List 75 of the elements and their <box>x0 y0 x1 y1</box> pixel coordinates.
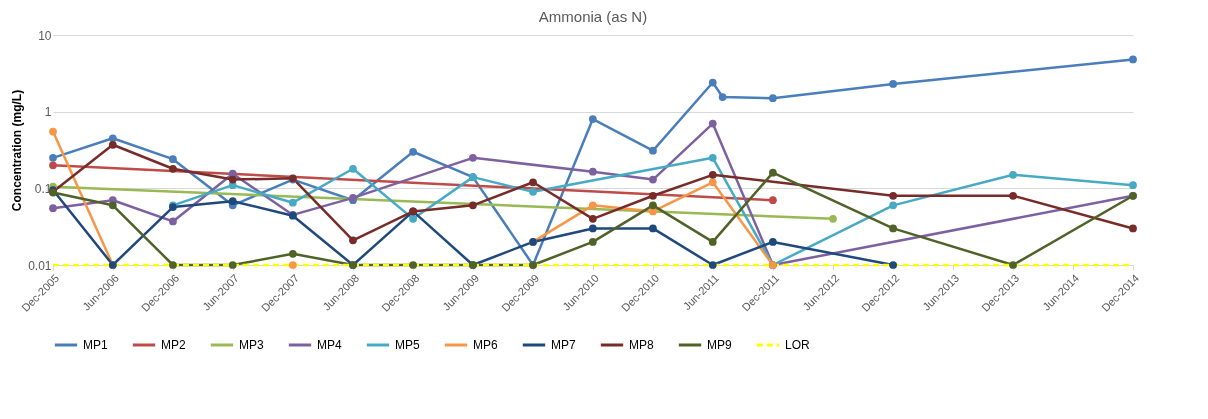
point <box>409 214 417 223</box>
legend-label: MP9 <box>707 338 732 352</box>
legend-label: MP6 <box>473 338 498 352</box>
point <box>769 238 777 246</box>
legend-label: MP5 <box>395 338 420 352</box>
legend-label: MP1 <box>83 338 108 352</box>
point <box>708 119 717 128</box>
point <box>49 127 57 136</box>
chart-title: Ammonia (as N) <box>538 8 648 25</box>
point <box>588 201 597 210</box>
point <box>708 78 717 87</box>
point <box>108 134 117 143</box>
point <box>1009 261 1017 269</box>
legend-label: MP7 <box>551 338 576 352</box>
point <box>349 236 357 245</box>
y-tick-label: 1 <box>44 105 52 120</box>
point <box>169 217 177 226</box>
point <box>409 261 417 269</box>
point <box>409 147 417 156</box>
point <box>288 249 297 258</box>
point <box>769 168 777 177</box>
point <box>588 115 597 123</box>
point <box>228 261 237 269</box>
point <box>708 261 717 269</box>
point <box>108 201 117 210</box>
legend-label: LOR <box>785 338 811 352</box>
point <box>649 191 657 200</box>
point <box>1009 191 1017 200</box>
point <box>1129 55 1137 64</box>
point <box>708 170 717 179</box>
y-axis-title: Concentration (mg/L) <box>10 89 25 212</box>
point <box>349 164 357 173</box>
point <box>1129 181 1137 190</box>
legend-label: MP8 <box>629 338 654 352</box>
point <box>169 261 177 269</box>
point <box>889 80 898 88</box>
point <box>49 204 57 213</box>
point <box>288 198 297 207</box>
point <box>169 164 177 173</box>
point <box>769 94 777 103</box>
point <box>469 201 477 210</box>
point <box>889 201 898 210</box>
point <box>1129 224 1137 233</box>
point <box>228 197 237 206</box>
point <box>889 224 898 233</box>
point <box>718 93 727 101</box>
point <box>49 161 57 170</box>
y-tick-label: 10 <box>38 28 52 43</box>
point <box>829 214 837 223</box>
point <box>889 191 898 200</box>
point <box>169 155 177 164</box>
point <box>49 153 57 162</box>
point <box>649 224 657 233</box>
point <box>469 153 477 162</box>
point <box>529 178 537 187</box>
point <box>588 167 597 176</box>
point <box>588 214 597 223</box>
point <box>588 224 597 233</box>
point <box>529 187 537 196</box>
point <box>649 201 657 210</box>
point <box>708 238 717 246</box>
point <box>708 178 717 187</box>
point <box>649 175 657 184</box>
point <box>228 175 237 184</box>
point <box>649 146 657 155</box>
point <box>889 261 898 269</box>
point <box>769 196 777 205</box>
legend-label: MP4 <box>317 338 342 352</box>
point <box>108 140 117 149</box>
point <box>708 153 717 162</box>
y-tick-label: 0.01 <box>28 258 52 273</box>
point <box>1009 170 1017 179</box>
point <box>588 238 597 246</box>
legend-label: MP3 <box>239 338 264 352</box>
legend-label: MP2 <box>161 338 186 352</box>
